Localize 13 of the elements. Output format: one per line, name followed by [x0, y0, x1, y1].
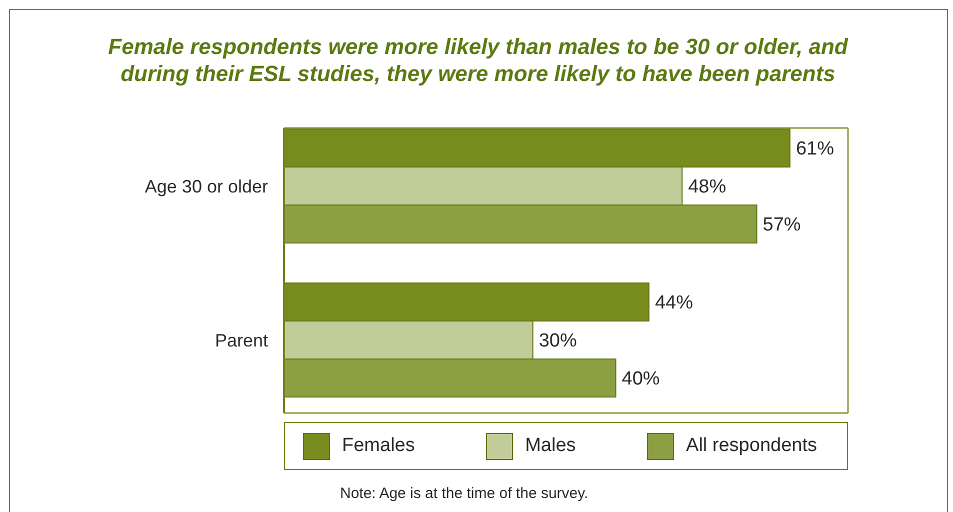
text: Note: Age is at the time of the survey.	[340, 485, 588, 502]
y-tick-label: Age 30 or older	[144, 176, 268, 196]
data-label: 40%	[622, 368, 660, 390]
legend-label: Males	[525, 435, 576, 457]
data-label: 61%	[796, 138, 834, 160]
legend-label: All respondents	[686, 435, 817, 457]
data-label: 48%	[688, 176, 726, 198]
y-tick-label: Parent	[214, 330, 268, 350]
data-label: 57%	[762, 214, 801, 236]
data-label: 44%	[654, 292, 694, 314]
data-label: 30%	[538, 330, 577, 352]
legend-label: Females	[342, 435, 415, 457]
chart-title: Female respondents were more likely than males to be 30 or older, and during their ESL studies, they were more likely to have been parents	[108, 34, 848, 86]
